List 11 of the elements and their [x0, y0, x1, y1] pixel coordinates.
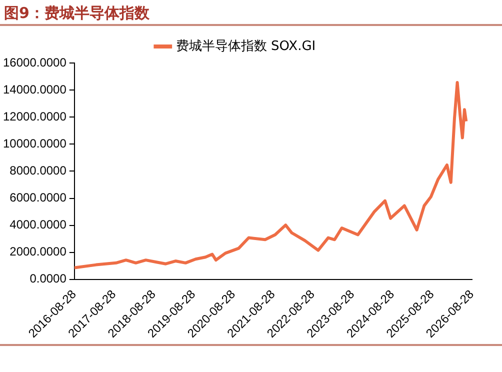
legend-label: 费城半导体指数 SOX.GI — [176, 38, 316, 54]
y-tick-label: 2000.0000 — [10, 244, 67, 259]
y-tick-label: 6000.0000 — [10, 190, 67, 205]
chart-title: 图9：费城半导体指数 — [0, 0, 502, 26]
y-tick-label: 10000.0000 — [2, 136, 67, 150]
y-tick-label: 0.0000 — [30, 272, 67, 286]
y-tick-label: 14000.0000 — [2, 82, 67, 96]
y-tick-label: 12000.0000 — [2, 109, 67, 124]
y-tick-label: 8000.0000 — [10, 164, 67, 178]
y-tick-label: 16000.0000 — [2, 55, 67, 70]
y-tick-label: 4000.0000 — [10, 218, 67, 232]
